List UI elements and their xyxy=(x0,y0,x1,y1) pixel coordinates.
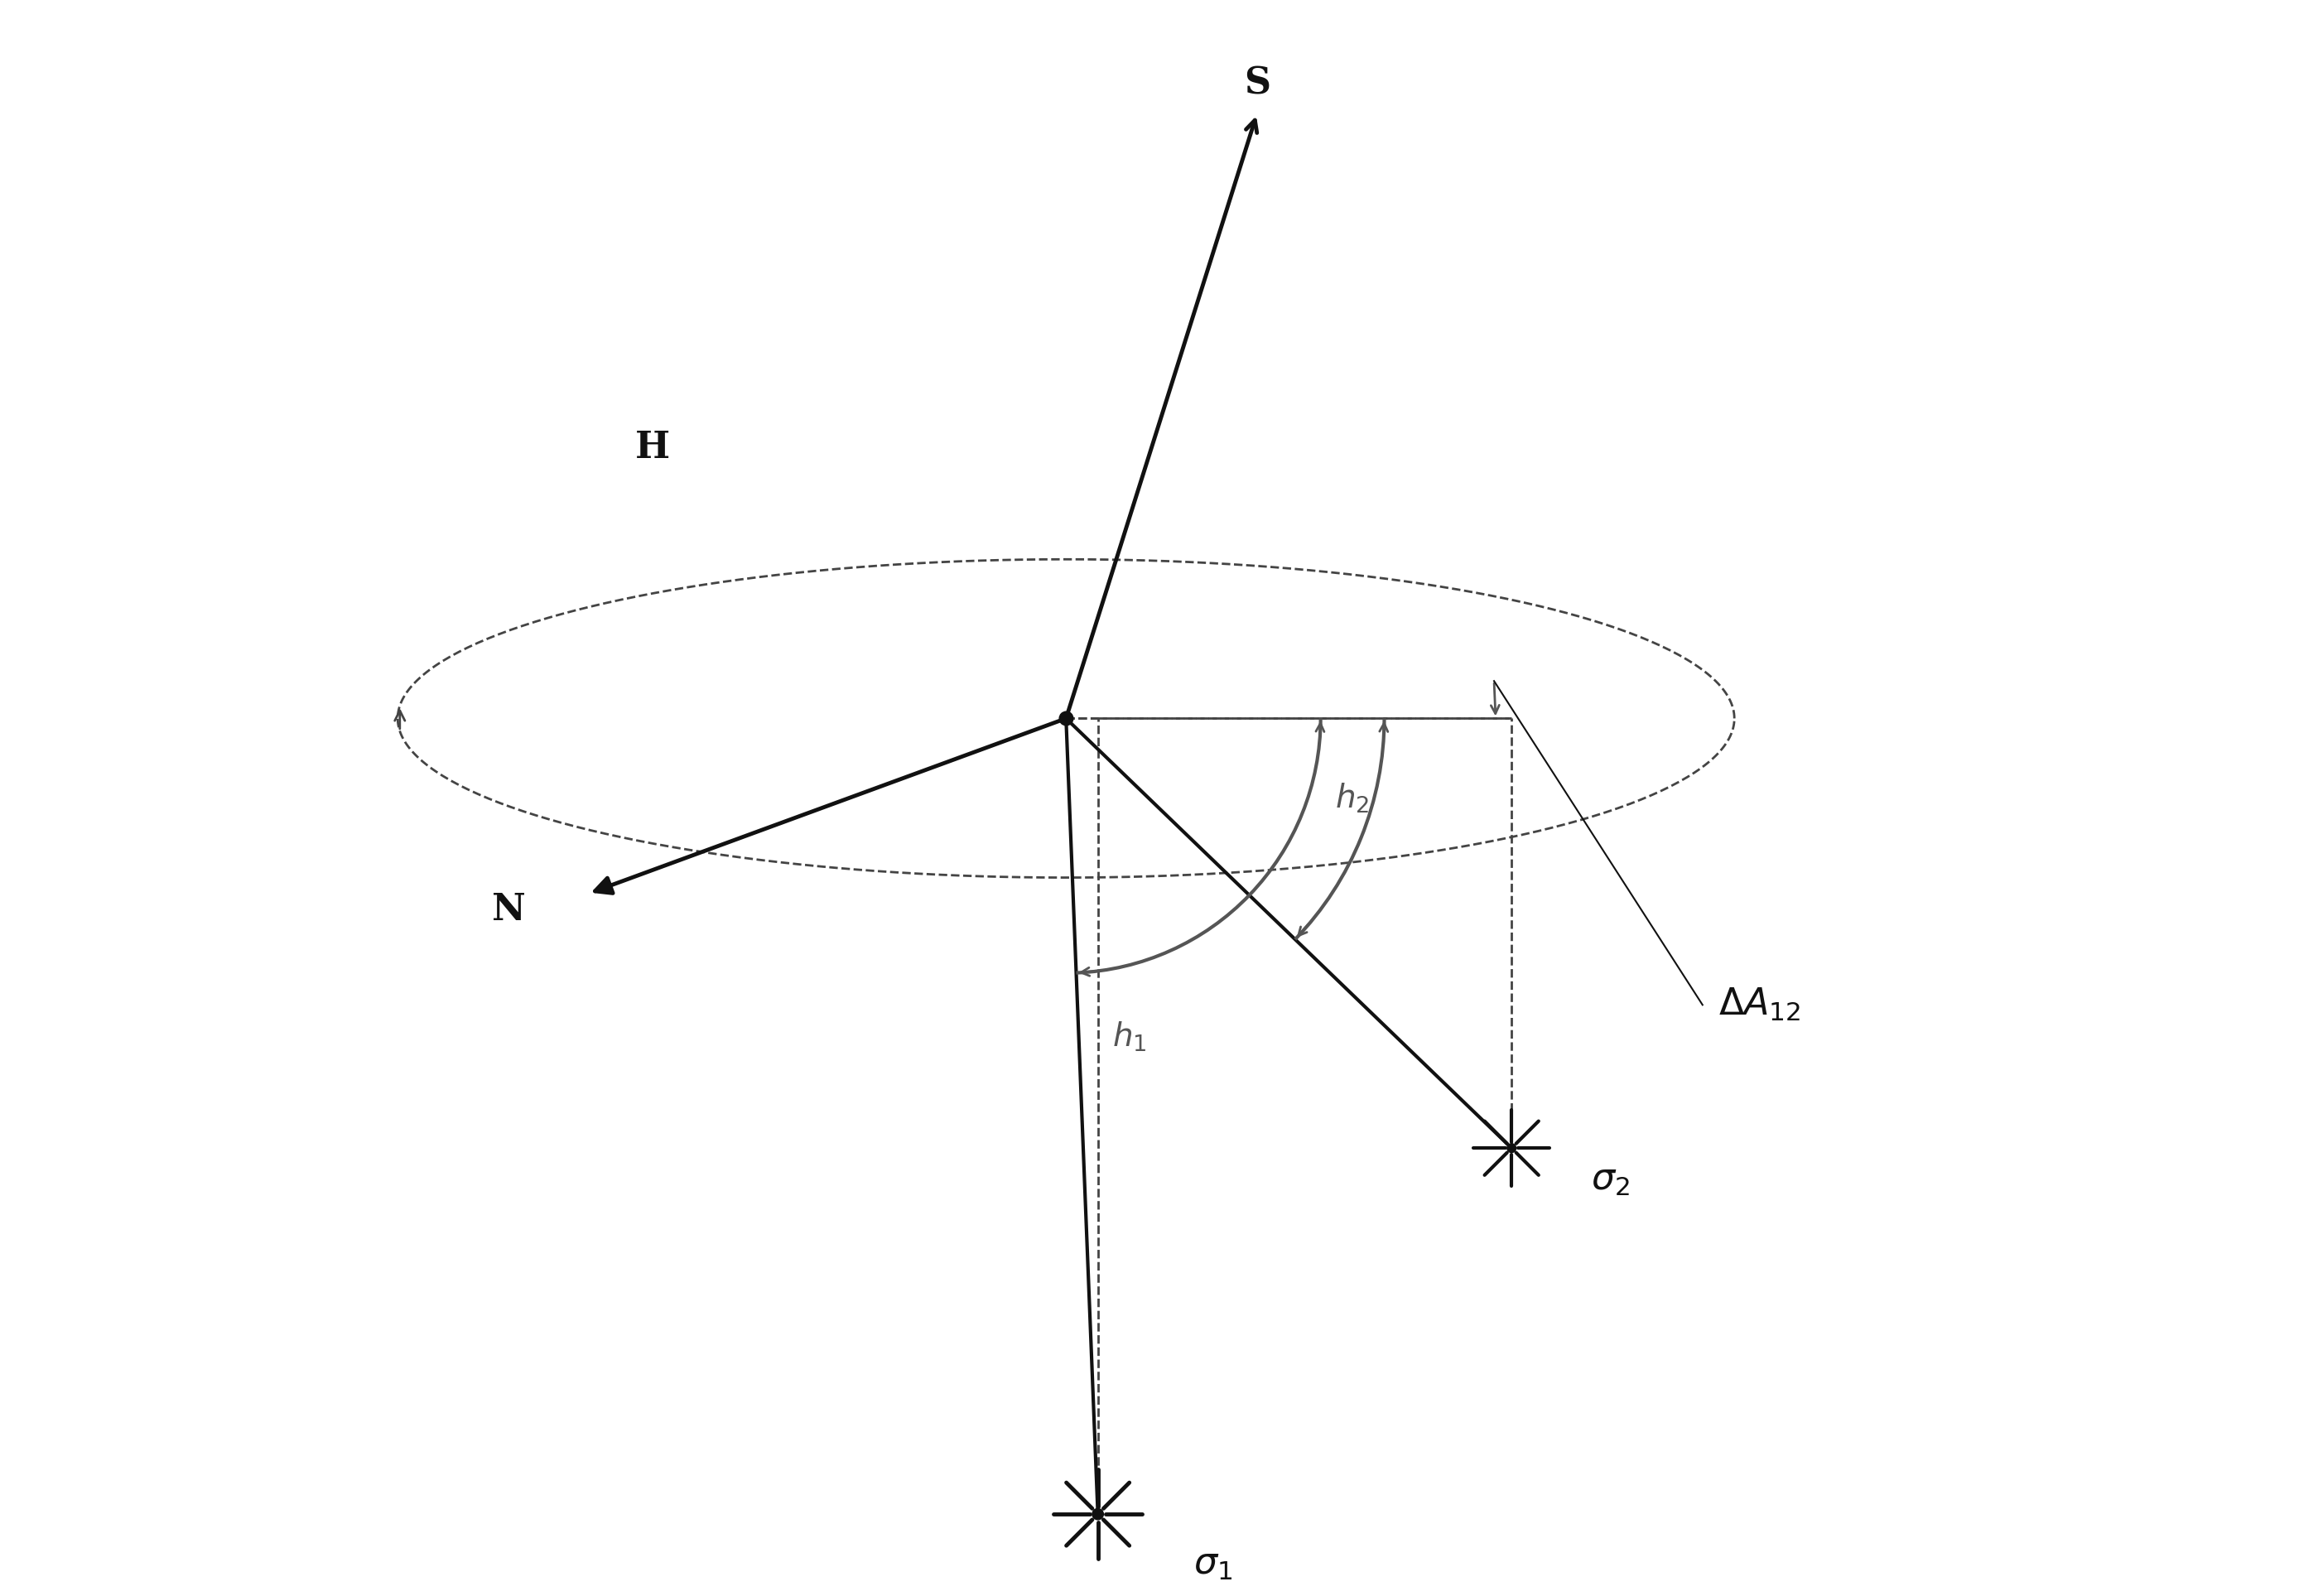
Text: $\sigma_2$: $\sigma_2$ xyxy=(1591,1162,1631,1199)
Circle shape xyxy=(1092,1508,1103,1519)
Text: $h_1$: $h_1$ xyxy=(1113,1020,1148,1053)
Text: H: H xyxy=(634,429,669,466)
Text: N: N xyxy=(492,892,525,927)
Circle shape xyxy=(1508,1144,1517,1152)
Text: S: S xyxy=(1243,65,1271,102)
Text: $\Delta A_{12}$: $\Delta A_{12}$ xyxy=(1719,986,1800,1023)
Text: $\sigma_1$: $\sigma_1$ xyxy=(1194,1547,1234,1582)
Text: $h_2$: $h_2$ xyxy=(1336,782,1371,814)
